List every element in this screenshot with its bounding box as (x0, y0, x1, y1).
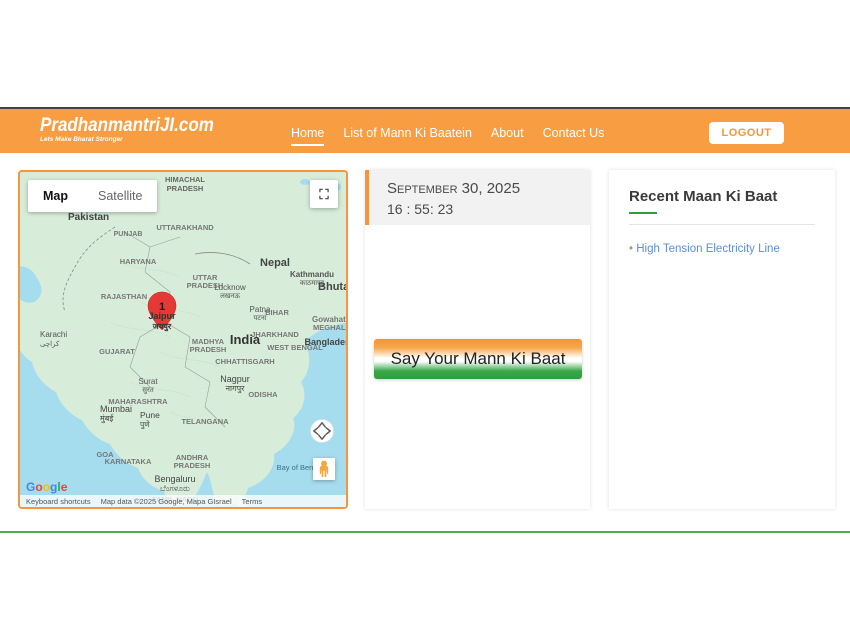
svg-text:Bhutan: Bhutan (318, 281, 348, 293)
svg-text:जयपुर: जयपुर (152, 322, 172, 332)
svg-text:ODISHA: ODISHA (248, 390, 278, 399)
svg-text:CHHATTISGARH: CHHATTISGARH (215, 357, 274, 366)
svg-text:PUNJAB: PUNJAB (114, 231, 143, 238)
svg-text:Bengaluru: Bengaluru (154, 474, 195, 484)
svg-text:सुरत: सुरत (142, 387, 155, 394)
svg-text:PRADESH: PRADESH (174, 461, 211, 470)
svg-text:PRADESH: PRADESH (167, 184, 204, 193)
svg-text:GUJARAT: GUJARAT (99, 347, 135, 356)
svg-text:KARNATAKA: KARNATAKA (105, 457, 152, 466)
svg-text:RAJASTHAN: RAJASTHAN (101, 292, 147, 301)
svg-text:Nepal: Nepal (260, 257, 290, 269)
svg-text:Kathmandu: Kathmandu (290, 270, 334, 279)
svg-text:पटना: पटना (253, 315, 266, 322)
svg-text:MAHARASHTRA: MAHARASHTRA (108, 397, 168, 406)
svg-text:HARYANA: HARYANA (120, 257, 157, 266)
svg-text:मुंबई: मुंबई (100, 413, 114, 424)
svg-text:کراچی: کراچی (40, 340, 60, 348)
svg-text:HIMACHAL: HIMACHAL (165, 175, 205, 184)
svg-text:Karachi: Karachi (40, 330, 67, 339)
svg-text:TELANGANA: TELANGANA (181, 417, 229, 426)
svg-text:Jaipur: Jaipur (148, 311, 176, 321)
svg-text:BIHAR: BIHAR (265, 308, 289, 317)
svg-text:WEST BENGAL: WEST BENGAL (267, 343, 323, 352)
svg-text:ಬೆಂಗಳೂರು: ಬೆಂಗಳೂರು (160, 484, 190, 493)
svg-text:India: India (230, 332, 261, 347)
svg-text:Pune: Pune (140, 410, 160, 420)
svg-text:Lucknow: Lucknow (214, 283, 246, 292)
svg-text:Surat: Surat (138, 377, 158, 386)
svg-text:लखनऊ: लखनऊ (220, 293, 240, 300)
svg-text:Pakistan: Pakistan (68, 212, 109, 223)
svg-text:Nagpur: Nagpur (220, 374, 250, 384)
svg-text:पुणे: पुणे (140, 420, 150, 430)
svg-text:UTTARAKHAND: UTTARAKHAND (156, 223, 214, 232)
svg-text:नागपुर: नागपुर (226, 384, 246, 394)
svg-text:PRADESH: PRADESH (190, 345, 227, 354)
svg-text:MEGHALA: MEGHALA (313, 323, 348, 332)
